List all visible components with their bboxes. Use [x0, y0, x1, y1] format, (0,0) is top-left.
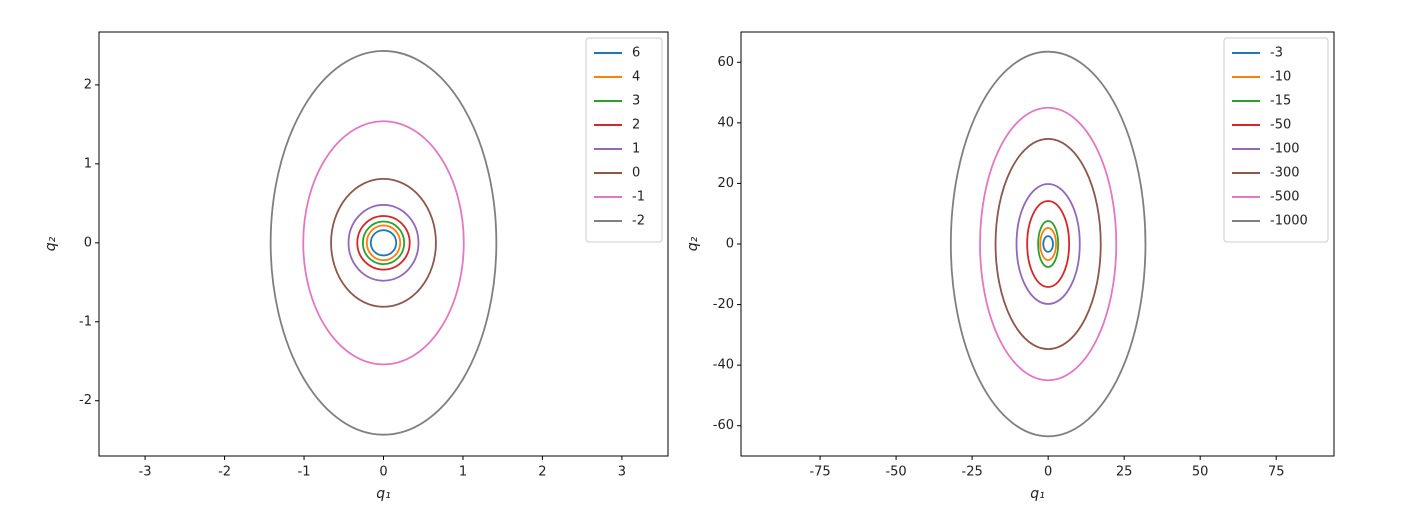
legend-label: -10 [1270, 70, 1291, 85]
legend-label: 0 [632, 166, 640, 181]
curve [1037, 220, 1060, 268]
curve [330, 177, 437, 308]
x-tick-label: 3 [618, 465, 626, 480]
legend-label: 4 [632, 70, 640, 85]
legend-label: -300 [1270, 166, 1300, 181]
x-tick-label: -2 [218, 465, 231, 480]
y-tick-label: 2 [84, 77, 92, 92]
y-tick-label: 40 [717, 115, 734, 130]
x-tick-label: 0 [1044, 465, 1052, 480]
y-tick-label: -20 [713, 297, 734, 312]
legend-label: -15 [1270, 94, 1291, 109]
legend-box [1223, 37, 1329, 243]
x-tick-label: -25 [962, 465, 983, 480]
curve [356, 215, 411, 271]
y-tick-label: 0 [726, 237, 734, 252]
x-axis-label: q₁ [376, 486, 391, 502]
plot-frame [740, 31, 1335, 457]
curve [994, 138, 1102, 350]
curve [979, 106, 1118, 382]
curve [1026, 200, 1071, 288]
y-tick-label: 0 [84, 235, 92, 250]
legend-label: -500 [1270, 190, 1300, 205]
curve [361, 220, 406, 266]
curve [949, 50, 1147, 438]
legend-label: 1 [632, 142, 640, 157]
y-tick-label: 60 [717, 55, 734, 70]
curve [1039, 227, 1057, 261]
x-tick-label: 75 [1268, 465, 1285, 480]
legend-label: 3 [632, 94, 640, 109]
x-tick-label: 1 [459, 465, 467, 480]
legend-label: -100 [1270, 142, 1300, 157]
curve [347, 204, 420, 282]
legend-label: -2 [632, 214, 645, 229]
y-tick-label: -1 [79, 314, 92, 329]
curve [369, 229, 398, 257]
legend-label: 2 [632, 118, 640, 133]
x-tick-label: 2 [538, 465, 546, 480]
curve [1015, 183, 1081, 305]
y-axis-label: q₂ [685, 236, 701, 251]
x-tick-label: 0 [379, 465, 387, 480]
y-tick-label: -40 [713, 358, 734, 373]
curve [302, 120, 465, 366]
y-tick-label: 1 [84, 156, 92, 171]
x-tick-label: -50 [885, 465, 906, 480]
curve [1042, 235, 1054, 253]
legend-label: -3 [1270, 46, 1283, 61]
legend-box [585, 37, 663, 243]
x-tick-label: -75 [809, 465, 830, 480]
x-tick-label: -3 [139, 465, 152, 480]
y-tick-label: -2 [79, 393, 92, 408]
y-tick-label: -60 [713, 418, 734, 433]
plot-frame [98, 31, 669, 457]
curve [269, 50, 498, 436]
legend-label: -1000 [1270, 214, 1308, 229]
legend-label: 6 [632, 46, 640, 61]
x-tick-label: -1 [298, 465, 311, 480]
x-tick-label: 25 [1116, 465, 1133, 480]
x-axis-label: q₁ [1030, 486, 1045, 502]
y-axis-label: q₂ [43, 236, 59, 251]
x-tick-label: 50 [1192, 465, 1209, 480]
curve [365, 224, 402, 262]
legend-label: -1 [632, 190, 645, 205]
y-tick-label: 20 [717, 176, 734, 191]
legend-label: -50 [1270, 118, 1291, 133]
